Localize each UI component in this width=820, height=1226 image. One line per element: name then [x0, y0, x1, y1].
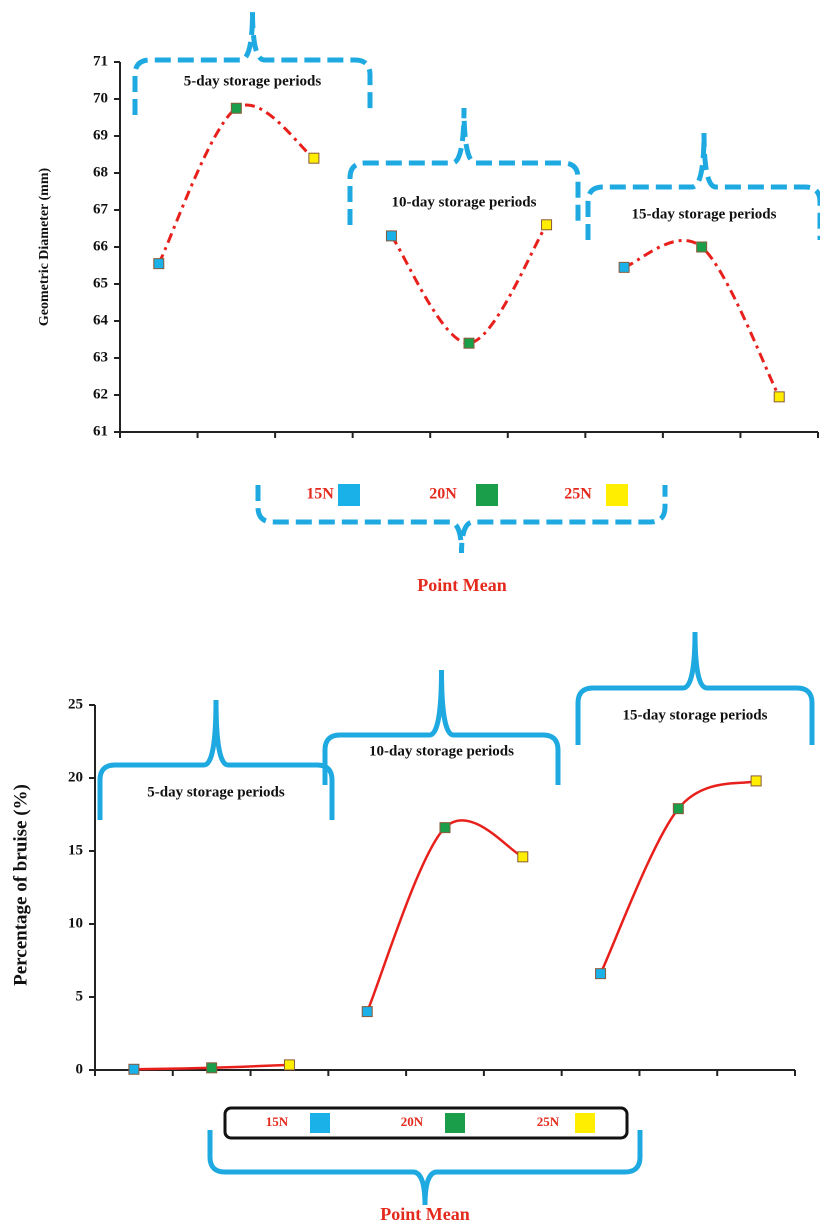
marker — [153, 258, 165, 270]
marker — [283, 1059, 295, 1071]
y-tick-label: 70 — [93, 90, 108, 106]
bracket — [132, 11, 373, 115]
y-tick-label: 71 — [93, 53, 108, 69]
marker — [206, 1062, 218, 1074]
bracket — [347, 107, 581, 225]
legend-label: 15N — [266, 1114, 289, 1129]
marker — [541, 219, 553, 231]
group-label: 10-day storage periods — [369, 743, 514, 759]
legend-title: Point Mean — [417, 575, 507, 595]
marker — [230, 102, 242, 114]
bracket — [585, 132, 820, 240]
legend-label: 25N — [537, 1114, 560, 1129]
legend-swatch — [476, 484, 498, 506]
y-tick-label: 0 — [76, 1061, 84, 1077]
y-tick-label: 5 — [76, 988, 84, 1004]
y-tick-label: 20 — [68, 769, 83, 785]
bracket — [97, 699, 335, 820]
y-tick-label: 67 — [93, 201, 109, 217]
y-tick-label: 62 — [93, 386, 108, 402]
legend-title: Point Mean — [380, 1204, 470, 1224]
group-label: 5-day storage periods — [147, 784, 285, 800]
bracket — [255, 485, 668, 554]
bracket — [575, 631, 815, 745]
marker — [361, 1006, 373, 1018]
marker — [672, 803, 684, 815]
group-label: 10-day storage periods — [392, 194, 537, 210]
y-tick-label: 61 — [93, 423, 108, 439]
y-tick-label: 64 — [93, 312, 109, 328]
group-label: 15-day storage periods — [623, 707, 768, 723]
marker — [773, 391, 785, 403]
marker — [618, 261, 630, 273]
line — [157, 103, 315, 265]
bracket — [207, 1130, 643, 1206]
legend-swatch — [338, 484, 360, 506]
line — [623, 239, 781, 398]
marker — [517, 851, 529, 863]
marker — [696, 241, 708, 253]
legend-swatch — [575, 1113, 595, 1133]
y-tick-label: 65 — [93, 275, 108, 291]
marker — [308, 152, 320, 164]
y-tick-label: 66 — [93, 238, 109, 254]
marker — [439, 822, 451, 834]
y-tick-label: 63 — [93, 349, 108, 365]
marker — [463, 337, 475, 349]
line — [366, 819, 524, 1013]
y-tick-label: 68 — [93, 164, 108, 180]
y-tick-label: 69 — [93, 127, 108, 143]
legend-swatch — [310, 1113, 330, 1133]
line — [599, 779, 757, 975]
bracket — [322, 669, 561, 785]
marker — [595, 968, 607, 980]
line — [390, 223, 548, 345]
y-tick-label: 15 — [68, 842, 83, 858]
group-label: 5-day storage periods — [184, 73, 322, 89]
legend-label: 25N — [564, 486, 592, 503]
legend-box — [223, 1106, 629, 1140]
y-axis-title: Geometric Diameter (mm) — [37, 168, 52, 327]
y-axis-title: Percentage of bruise (%) — [10, 784, 31, 986]
y-tick-label: 10 — [68, 915, 83, 931]
marker — [750, 775, 762, 787]
legend-label: 20N — [401, 1114, 424, 1129]
group-label: 15-day storage periods — [632, 206, 777, 222]
legend-label: 20N — [429, 486, 457, 503]
marker — [128, 1063, 140, 1075]
y-tick-label: 25 — [68, 696, 83, 712]
legend-swatch — [606, 484, 628, 506]
marker — [385, 230, 397, 242]
legend-label: 15N — [306, 486, 334, 503]
legend-swatch — [445, 1113, 465, 1133]
